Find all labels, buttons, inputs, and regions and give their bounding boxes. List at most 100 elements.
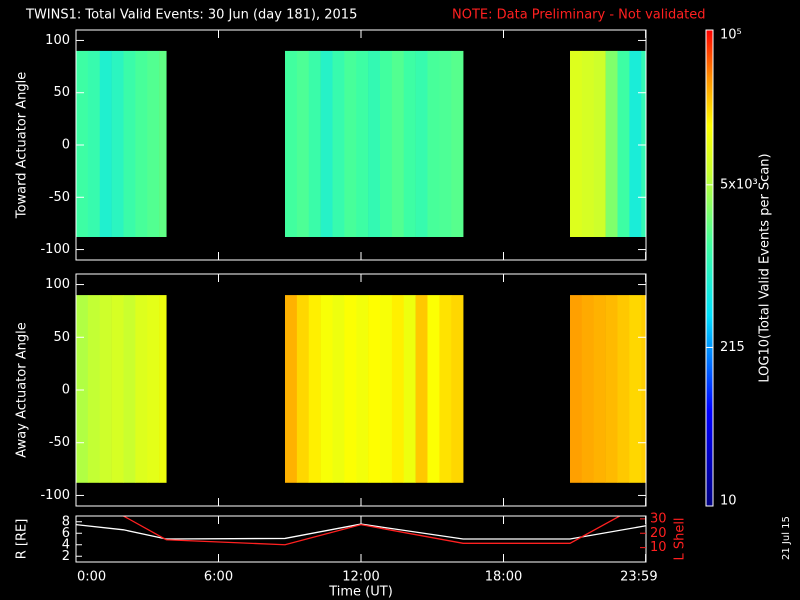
heat-cell (159, 295, 167, 483)
heat-cell (159, 50, 167, 238)
y-tick-label: -100 (40, 488, 70, 503)
heat-cell (581, 50, 595, 238)
y-axis-label: R [RE] (15, 519, 30, 560)
heat-cell (451, 295, 464, 483)
heat-cell (135, 295, 148, 483)
heat-cell (581, 295, 595, 483)
heat-cell (285, 295, 298, 483)
heat-cell (76, 295, 89, 483)
y-axis-label: Toward Actuator Angle (15, 72, 30, 219)
heat-cell (320, 50, 333, 238)
heat-cell (593, 295, 606, 483)
colorbar-tick-label: 215 (720, 340, 745, 355)
colorbar-label: LOG10(Total Valid Events per Scan) (758, 153, 773, 382)
y-tick-label: 8 (62, 514, 70, 529)
colorbar (705, 29, 714, 507)
heat-cell (123, 295, 136, 483)
heat-cell (285, 50, 298, 238)
heat-cell (451, 50, 464, 238)
heat-cell (111, 295, 124, 483)
y-tick-label: 6 (62, 526, 70, 541)
heat-cell (76, 50, 89, 238)
heat-cell (617, 50, 630, 238)
heat-cell (570, 295, 583, 483)
x-tick-label: 0:00 (77, 570, 106, 585)
heat-cell (344, 295, 357, 483)
y-tick-label: 4 (62, 537, 70, 552)
y-tick-label: 0 (62, 138, 70, 153)
colorbar-tick-label: 5x10³ (720, 177, 758, 192)
y-axis-label: Away Actuator Angle (15, 322, 30, 457)
heat-cell (332, 50, 345, 238)
heat-cell (380, 295, 393, 483)
heat-cell (344, 50, 357, 238)
heat-cell (332, 295, 345, 483)
y-tick-label: -50 (49, 190, 70, 205)
heat-cell (629, 50, 642, 238)
y-tick-label: -100 (40, 242, 70, 257)
x-tick-label: 23:59 (620, 570, 657, 585)
heat-cell (320, 295, 333, 483)
heat-cell (296, 50, 310, 238)
heat-cell (308, 295, 321, 483)
y2-tick-label: 20 (650, 526, 667, 541)
date-stamp: 21 Jul 15 (781, 516, 792, 560)
y-tick-label: 100 (45, 277, 70, 292)
series-line (121, 516, 622, 546)
x-axis-label: Time (UT) (328, 585, 393, 600)
y-tick-label: -50 (49, 435, 70, 450)
heat-cell (629, 295, 642, 483)
heat-cell (439, 295, 452, 483)
heat-cell (427, 295, 440, 483)
y-tick-label: 2 (62, 549, 70, 564)
heat-cell (111, 50, 124, 238)
heat-cell (380, 50, 393, 238)
heat-cell (570, 50, 583, 238)
heat-cell (368, 50, 381, 238)
heat-cell (641, 295, 647, 483)
y-tick-label: 50 (53, 330, 70, 345)
heat-cell (368, 295, 381, 483)
y-tick-label: 50 (53, 85, 70, 100)
heat-cell (99, 50, 112, 238)
heat-cell (308, 50, 321, 238)
heat-cell (135, 50, 148, 238)
series-line (76, 523, 646, 540)
y2-axis-label: L Shell (673, 517, 688, 560)
heat-cell (147, 295, 160, 483)
heat-cell (617, 295, 630, 483)
heat-cell (605, 50, 618, 238)
plot-area (76, 516, 646, 546)
heat-cell (427, 50, 440, 238)
y-tick-label: 100 (45, 33, 70, 48)
y-tick-label: 0 (62, 383, 70, 398)
heat-cell (391, 50, 405, 238)
heat-cell (605, 295, 618, 483)
heat-cell (439, 50, 452, 238)
heat-cell (391, 295, 405, 483)
heat-cell (123, 50, 136, 238)
x-tick-label: 6:00 (204, 570, 233, 585)
heat-cell (296, 295, 310, 483)
heat-cell (593, 50, 606, 238)
y2-tick-label: 30 (650, 511, 667, 526)
note: NOTE: Data Preliminary - Not validated (452, 8, 706, 23)
heat-cell (403, 295, 416, 483)
heat-cell (99, 295, 112, 483)
heat-cell (641, 50, 647, 238)
chart-title: TWINS1: Total Valid Events: 30 Jun (day … (25, 8, 357, 23)
heat-cell (415, 295, 428, 483)
heat-cell (356, 50, 369, 238)
heat-cell (87, 295, 101, 483)
colorbar-tick-label: 10 (720, 494, 737, 509)
heat-cell (415, 50, 428, 238)
heat-cell (87, 50, 101, 238)
x-tick-label: 18:00 (485, 570, 522, 585)
heat-cell (356, 295, 369, 483)
heat-cell (403, 50, 416, 238)
heat-cell (147, 50, 160, 238)
colorbar-tick-label: 10⁵ (720, 28, 742, 43)
y2-tick-label: 10 (650, 540, 667, 555)
